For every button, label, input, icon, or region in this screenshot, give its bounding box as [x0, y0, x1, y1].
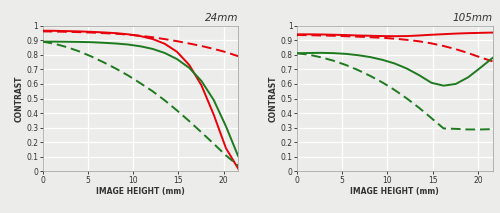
Y-axis label: CONTRAST: CONTRAST: [14, 75, 24, 122]
X-axis label: IMAGE HEIGHT (mm): IMAGE HEIGHT (mm): [350, 187, 439, 196]
Text: 24mm: 24mm: [204, 13, 238, 23]
Text: 105mm: 105mm: [452, 13, 492, 23]
Y-axis label: CONTRAST: CONTRAST: [269, 75, 278, 122]
X-axis label: IMAGE HEIGHT (mm): IMAGE HEIGHT (mm): [96, 187, 184, 196]
